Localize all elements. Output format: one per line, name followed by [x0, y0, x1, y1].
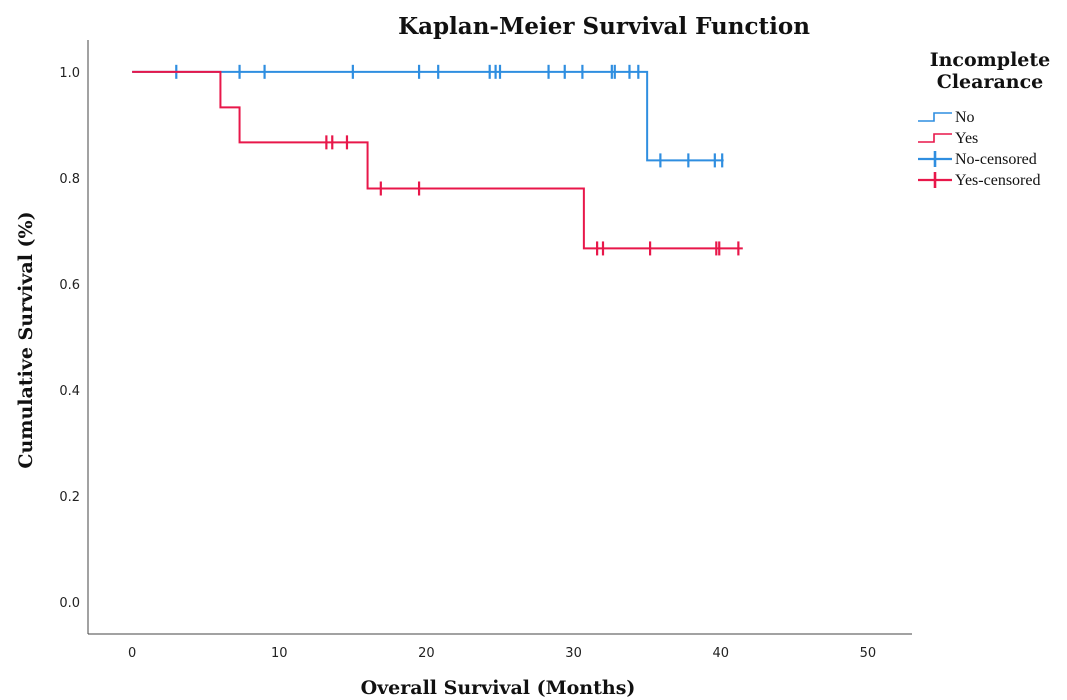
legend-line-swatch	[918, 112, 952, 122]
legend-label: No	[955, 109, 975, 126]
y-tick-label: 1.0	[59, 66, 80, 81]
y-axis-label: Cumulative Survival (%)	[15, 211, 37, 468]
survival-step-line	[132, 70, 743, 250]
legend-entry-yes-censored: Yes-censored	[918, 172, 1040, 189]
legend-title-line-1: Incomplete	[930, 49, 1051, 71]
y-tick-label: 0.6	[59, 278, 80, 293]
survival-curves	[132, 64, 743, 256]
series-no	[132, 64, 724, 168]
legend-label: Yes-censored	[955, 172, 1040, 189]
series-yes	[132, 70, 743, 256]
chart-title: Kaplan-Meier Survival Function	[398, 13, 810, 40]
legend-line-swatch	[918, 133, 952, 143]
legend-label: No-censored	[955, 151, 1037, 168]
legend-title-line-2: Clearance	[937, 71, 1044, 93]
x-axis-label: Overall Survival (Months)	[361, 677, 636, 699]
legend-label: Yes	[955, 130, 978, 147]
x-tick-label: 50	[860, 646, 877, 661]
y-tick-label: 0.2	[59, 490, 80, 505]
x-tick-label: 30	[565, 646, 582, 661]
y-tick-label: 0.8	[59, 172, 80, 187]
survival-step-line	[132, 70, 724, 162]
legend-entry-no-censored: No-censored	[918, 151, 1037, 168]
legend-entries: No Yes No-censored Yes-censored	[918, 109, 1040, 189]
y-tick-label: 0.4	[59, 384, 80, 399]
x-tick-label: 10	[271, 646, 288, 661]
x-tick-label: 40	[712, 646, 729, 661]
legend-entry-no: No	[918, 109, 975, 126]
legend: Incomplete Clearance No Yes No-censored Yes…	[918, 49, 1050, 189]
x-axis-ticks: 0 10 20 30 40 50	[128, 646, 876, 661]
plot-axes	[87, 40, 912, 635]
x-tick-label: 0	[128, 646, 136, 661]
x-tick-label: 20	[418, 646, 435, 661]
y-tick-label: 0.0	[59, 596, 80, 611]
y-axis-ticks: 0.0 0.2 0.4 0.6 0.8 1.0	[59, 66, 80, 611]
legend-entry-yes: Yes	[918, 130, 978, 147]
